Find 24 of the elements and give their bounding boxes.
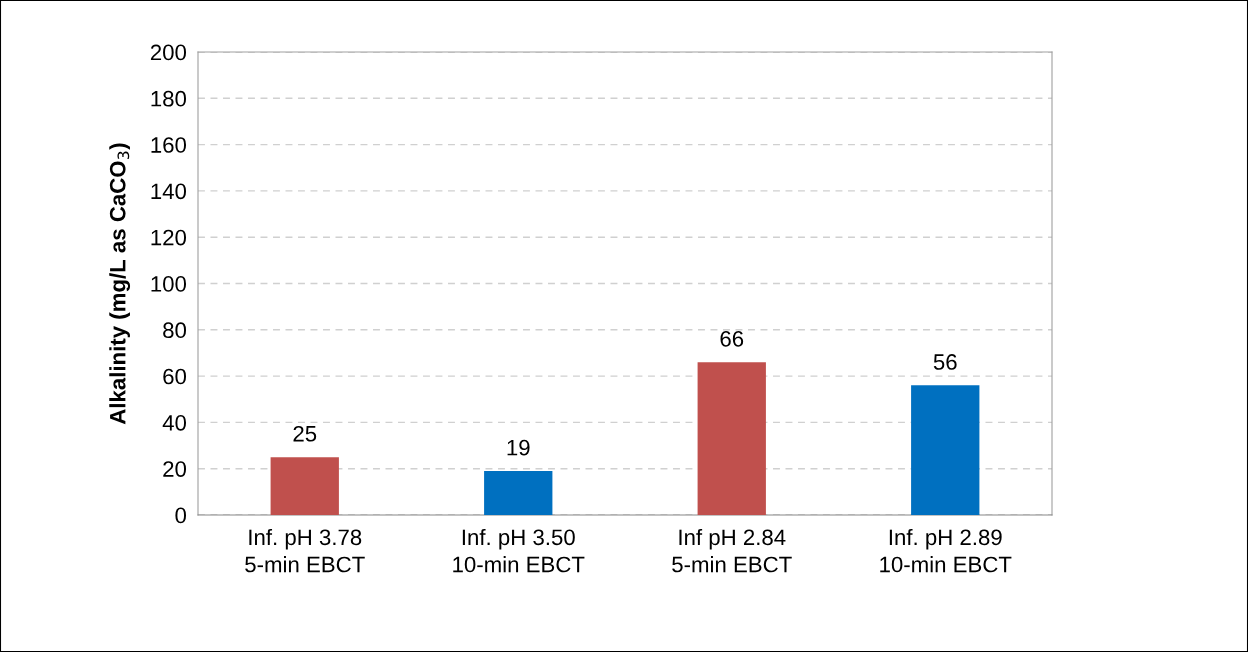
data-label: 66 [720,330,744,347]
y-tick-label: 60 [163,368,187,385]
bar [911,385,980,515]
x-tick-label: Inf pH 2.84 5-min EBCT [672,528,792,573]
x-tick-label: Inf. pH 3.78 5-min EBCT [245,528,365,573]
y-tick-label: 80 [163,322,187,339]
y-tick-label: 200 [150,44,187,61]
y-tick-label: 20 [163,461,187,477]
bar [484,471,553,515]
y-tick-label: 0 [175,507,187,524]
y-tick-label: 180 [151,90,187,107]
bar [697,362,766,515]
data-label: 25 [293,425,317,442]
y-axis-title: Alkalinity (mg/L as CaCO$_{3}$) [109,143,131,425]
data-label: 56 [933,354,957,370]
bar [270,457,339,515]
data-label: 19 [507,439,530,456]
y-tick-label: 140 [151,183,187,200]
y-tick-label: 160 [151,137,187,153]
x-tick-label: Inf. pH 3.50 10-min EBCT [453,528,585,573]
y-tick-label: 40 [162,414,187,431]
y-tick-label: 100 [151,276,187,292]
x-tick-label: Inf. pH 2.89 10-min EBCT [880,528,1012,573]
y-tick-label: 120 [151,229,187,246]
